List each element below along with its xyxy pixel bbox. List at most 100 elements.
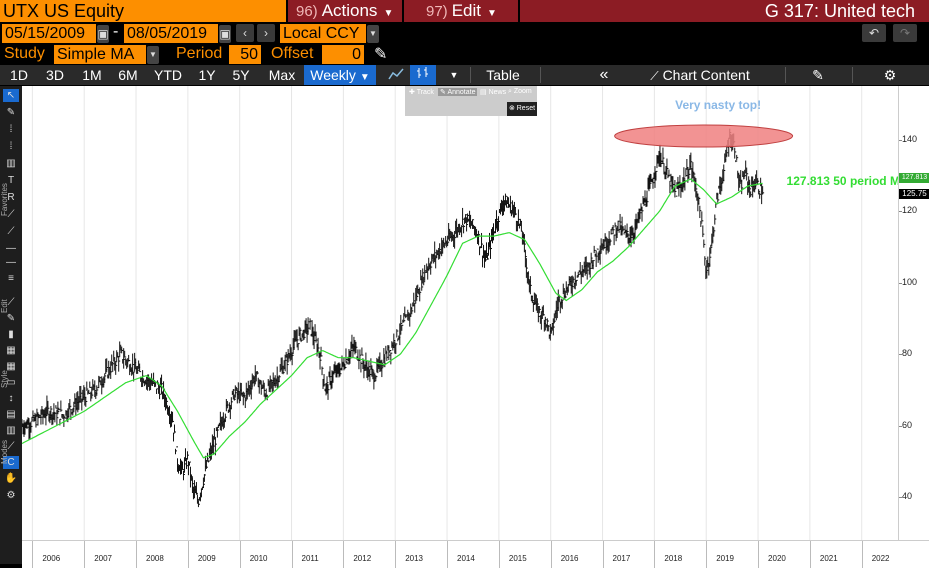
- calendar-icon[interactable]: ▣: [219, 25, 231, 43]
- next-period-button[interactable]: ›: [257, 24, 275, 42]
- chart-toolbar: 1D 3D 1M 6M YTD 1Y 5Y Max Weekly ▼ ▼ Tab…: [0, 65, 929, 85]
- fib-icon[interactable]: ⁞: [9, 124, 13, 135]
- square-icon[interactable]: ▭: [6, 377, 16, 388]
- range-1d[interactable]: 1D: [10, 67, 28, 83]
- x-year-separator: [809, 541, 811, 568]
- prev-period-button[interactable]: ‹: [236, 24, 254, 42]
- divider: [785, 67, 786, 83]
- top-annotation-ellipse[interactable]: [614, 124, 794, 148]
- bar-icon[interactable]: ▥: [6, 158, 16, 169]
- left-toolbar: ↖ ✎ ⁞ ⁞ ▥ T R ⟋ ⟋ — — ≡ ⟋ ✎ ▮ ▦ ▦ ▭ ↕ ▤ …: [0, 86, 23, 564]
- x-year-separator: [395, 541, 397, 568]
- edit-label: Edit: [451, 1, 481, 20]
- divider: [470, 67, 471, 83]
- y-tick-mark: [899, 497, 902, 499]
- y-tick-label: 40: [902, 491, 913, 502]
- pencil-icon[interactable]: ✎: [6, 313, 16, 324]
- line-chart-icon[interactable]: [384, 65, 408, 85]
- actions-num: 96): [296, 3, 318, 20]
- range-1m[interactable]: 1M: [82, 67, 102, 83]
- x-tick-label: 2013: [405, 554, 423, 563]
- chart-content-button[interactable]: ⟋ Chart Content: [640, 65, 760, 85]
- arrow-icon[interactable]: ↕: [8, 393, 14, 404]
- date-range-bar: 05/15/2009 ▣ - 08/05/2019 ▣ ‹ › Local CC…: [0, 23, 929, 43]
- bar-icon[interactable]: ▥: [6, 425, 16, 436]
- edit-chart-icon[interactable]: ✎: [812, 67, 824, 83]
- offset-label: Offset: [271, 45, 314, 62]
- ruler-icon[interactable]: ▦: [6, 361, 16, 372]
- redo-icon[interactable]: ↷: [893, 24, 917, 42]
- x-tick-label: 2015: [508, 554, 527, 563]
- collapse-icon[interactable]: «: [599, 66, 609, 83]
- cursor-icon[interactable]: ↖: [3, 89, 19, 102]
- list-icon[interactable]: ▤: [6, 409, 16, 420]
- ray-icon[interactable]: ⟋: [7, 209, 15, 220]
- date-separator: -: [113, 23, 119, 40]
- gear-icon[interactable]: ⚙: [883, 67, 897, 83]
- start-date-input[interactable]: 05/15/2009: [2, 24, 96, 43]
- ruler-icon[interactable]: ▦: [6, 345, 16, 356]
- actions-menu[interactable]: 96) Actions ▼: [288, 0, 402, 22]
- x-tick-label: 2009: [197, 554, 216, 563]
- chart-plot-area[interactable]: Very nasty top! 127.813 50 period MA: [21, 86, 909, 540]
- zoom-option[interactable]: ⌕ Zoom: [508, 88, 532, 95]
- x-year-separator: [291, 541, 293, 568]
- chart-mode-popup: ✚ Track ✎ Annotate ▤ News ⌕ Zoom: [405, 86, 537, 116]
- table-button[interactable]: Table: [486, 67, 520, 83]
- chevron-down-icon[interactable]: ▼: [449, 70, 459, 80]
- annotate-option[interactable]: ✎ Annotate: [438, 88, 478, 96]
- study-select[interactable]: Simple MA: [54, 45, 146, 64]
- x-year-separator: [498, 541, 500, 568]
- x-year-separator: [706, 541, 708, 568]
- actions-label: Actions: [321, 1, 378, 20]
- news-option[interactable]: ▤ News: [480, 89, 507, 96]
- ticker-field[interactable]: UTX US Equity: [0, 0, 286, 22]
- edit-menu[interactable]: 97) Edit ▼: [404, 0, 518, 22]
- pencil-icon[interactable]: ✎: [374, 46, 388, 63]
- currency-select[interactable]: Local CCY: [280, 24, 366, 43]
- pen-icon[interactable]: ✎: [6, 107, 16, 118]
- chevron-down-icon[interactable]: ▼: [367, 25, 379, 43]
- x-tick-label: 2012: [353, 554, 372, 563]
- end-date-input[interactable]: 08/05/2019: [124, 24, 218, 43]
- calendar-icon[interactable]: ▣: [97, 25, 109, 43]
- brush-icon[interactable]: ⟋: [7, 297, 15, 308]
- hand-icon[interactable]: ✋: [4, 473, 18, 484]
- edit-section-label: Edit: [0, 299, 9, 313]
- range-max[interactable]: Max: [268, 67, 296, 83]
- hline-icon[interactable]: —: [6, 243, 16, 254]
- channel-icon[interactable]: ≡: [8, 273, 14, 284]
- moving-average-line: [21, 178, 763, 459]
- y-tick-mark: [899, 425, 902, 427]
- line-icon[interactable]: ⟋: [7, 441, 15, 452]
- fib-icon[interactable]: ⁞: [9, 141, 13, 152]
- offset-input[interactable]: 0: [322, 45, 364, 64]
- range-3d[interactable]: 3D: [46, 67, 64, 83]
- price-chart[interactable]: Very nasty top! 127.813 50 period MA: [21, 86, 909, 540]
- eraser-icon[interactable]: ▮: [8, 329, 14, 340]
- undo-icon[interactable]: ↶: [862, 24, 886, 42]
- frequency-select[interactable]: Weekly ▼: [304, 65, 376, 85]
- annotation-text[interactable]: Very nasty top!: [675, 98, 761, 112]
- track-option[interactable]: ✚ Track: [409, 89, 434, 96]
- range-ytd[interactable]: YTD: [154, 67, 182, 83]
- x-tick-label: 2020: [768, 554, 786, 563]
- range-6m[interactable]: 6M: [118, 67, 138, 83]
- text-icon[interactable]: T: [7, 175, 15, 186]
- line-icon[interactable]: ⟋: [7, 226, 15, 237]
- bar-chart-icon[interactable]: [410, 65, 436, 85]
- r-icon[interactable]: R: [7, 192, 15, 203]
- period-input[interactable]: 50: [229, 45, 261, 64]
- x-year-separator: [861, 541, 863, 568]
- magnet-icon[interactable]: C: [3, 456, 19, 469]
- study-bar: Study Simple MA ▼ Period 50 Offset 0 ✎: [0, 44, 929, 64]
- range-1y[interactable]: 1Y: [198, 67, 216, 83]
- x-year-separator: [447, 541, 449, 568]
- reset-button[interactable]: ⊗ Reset: [507, 102, 537, 116]
- x-year-separator: [32, 541, 34, 568]
- gear-icon[interactable]: ⚙: [6, 490, 16, 501]
- chevron-down-icon[interactable]: ▼: [147, 46, 159, 64]
- range-5y[interactable]: 5Y: [232, 67, 250, 83]
- x-tick-label: 2016: [560, 554, 579, 563]
- hline-icon[interactable]: —: [6, 257, 16, 268]
